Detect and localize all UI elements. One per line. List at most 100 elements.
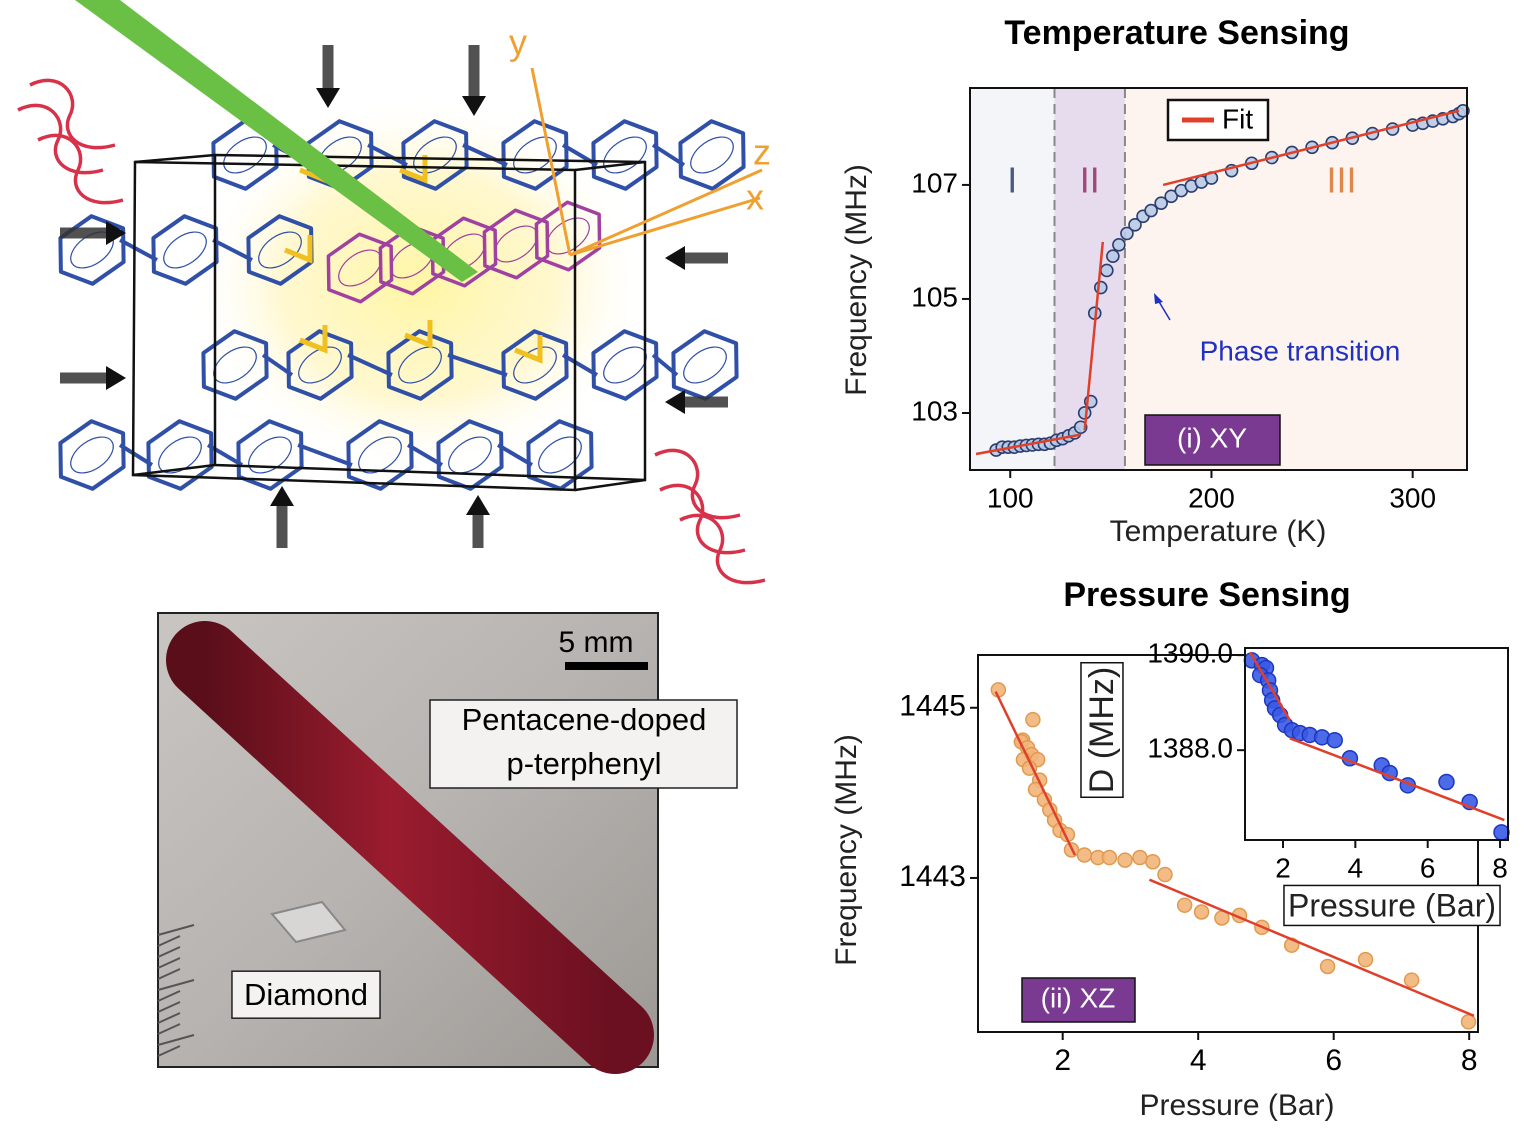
fit-line [975, 433, 1081, 456]
data-point [1093, 280, 1108, 295]
yellow-bond [514, 335, 543, 364]
ruler-tick [157, 1045, 181, 1057]
annotation-arrow [1157, 299, 1171, 321]
y-tick-label: 1445 [899, 690, 966, 723]
crystal-edge [574, 160, 646, 172]
ring [346, 419, 414, 491]
heat-wave [37, 133, 124, 205]
axis-arrow [530, 67, 572, 256]
ring-inner [603, 136, 647, 174]
force-head [462, 96, 486, 116]
bond [212, 238, 253, 262]
photo: 5 mm Pentacene-doped p-terphenyl Diamond [157, 612, 738, 1074]
y-tick-label: 1390.0 [1147, 638, 1233, 669]
y-tick-label: 105 [911, 281, 958, 312]
crystal-edge [134, 153, 216, 164]
ring-inner [690, 136, 734, 174]
x-tick-label: 300 [1389, 482, 1436, 513]
bond [496, 443, 534, 467]
data-point [1117, 852, 1133, 868]
ring [501, 119, 569, 191]
data-point [1154, 196, 1168, 210]
axis-label: y [509, 22, 527, 63]
yellow-bond [299, 325, 328, 354]
fit-line [1289, 737, 1505, 822]
data-point [1025, 711, 1041, 728]
laser-beam [75, 0, 478, 282]
bond [347, 353, 393, 377]
data-point [1073, 420, 1088, 435]
panel-label-box [1021, 977, 1136, 1023]
ruler-tick [157, 990, 181, 1002]
ring [201, 329, 269, 401]
data-point [1145, 854, 1161, 870]
force-head [316, 88, 340, 108]
data-point [1493, 824, 1510, 841]
ring [591, 329, 659, 401]
region [970, 88, 1055, 470]
ruler-tick [157, 957, 181, 969]
bond [561, 353, 599, 377]
x-tick-label: 100 [987, 482, 1034, 513]
plot-frame [977, 654, 1479, 1033]
y-axis-label: Frequency (MHz) [830, 734, 863, 966]
ring-inner [70, 436, 114, 474]
data-point [1132, 849, 1148, 866]
y-tick-label: 1443 [899, 860, 966, 893]
axis-arrow [569, 168, 763, 257]
chart-title: Temperature Sensing [1004, 14, 1349, 52]
bond [297, 443, 353, 467]
fit-line [1248, 651, 1291, 721]
data-point [1101, 849, 1118, 866]
ring-inner [223, 136, 267, 174]
chart-title: Pressure Sensing [1063, 576, 1350, 614]
heat-wave [654, 448, 741, 520]
ring-inner [398, 346, 442, 384]
force-head [466, 495, 490, 515]
ring-inner [163, 231, 207, 269]
fit-line [1162, 109, 1460, 187]
force-head [106, 366, 126, 390]
x-tick-label: 2 [1054, 1044, 1071, 1077]
bond [406, 443, 444, 467]
ring [326, 232, 394, 304]
ruler-tick [157, 968, 181, 980]
annotation: Phase transition [1200, 335, 1401, 366]
x-tick-label: 2 [1275, 852, 1291, 883]
annotation-head [1154, 293, 1163, 304]
ring-inner [358, 436, 402, 474]
data-point [1144, 203, 1158, 218]
y-axis-label: D (MHz) [1083, 667, 1121, 794]
ring-inner [448, 436, 492, 474]
force-head [270, 486, 294, 506]
diamond-label: Diamond [244, 977, 368, 1012]
bond [119, 238, 158, 262]
region-label: III [1326, 159, 1356, 200]
y-tick-label: 103 [911, 395, 958, 426]
x-tick-label: 8 [1461, 1044, 1478, 1077]
panel-label: (ii) XZ [1041, 982, 1116, 1013]
ring-inner [683, 346, 727, 384]
x-tick-label: 200 [1188, 482, 1235, 513]
ring [386, 329, 454, 401]
ring-inner [258, 231, 302, 269]
heat-wave [679, 513, 766, 585]
data-point [1193, 904, 1210, 920]
ring-inner [538, 436, 582, 474]
crystal-label: Pentacene-doped [462, 702, 707, 737]
ring [401, 119, 469, 191]
ring-inner [158, 436, 202, 474]
heat-wave [29, 78, 116, 150]
ring [436, 419, 504, 491]
x-tick-label: 6 [1420, 852, 1436, 883]
ring [246, 214, 314, 286]
ruler-tick [157, 1012, 181, 1024]
x-tick-label: 8 [1492, 852, 1508, 883]
force-head [665, 246, 685, 270]
ruler-tick [157, 924, 195, 936]
ring [534, 200, 602, 272]
bond [206, 443, 244, 467]
data-point [1164, 189, 1179, 204]
